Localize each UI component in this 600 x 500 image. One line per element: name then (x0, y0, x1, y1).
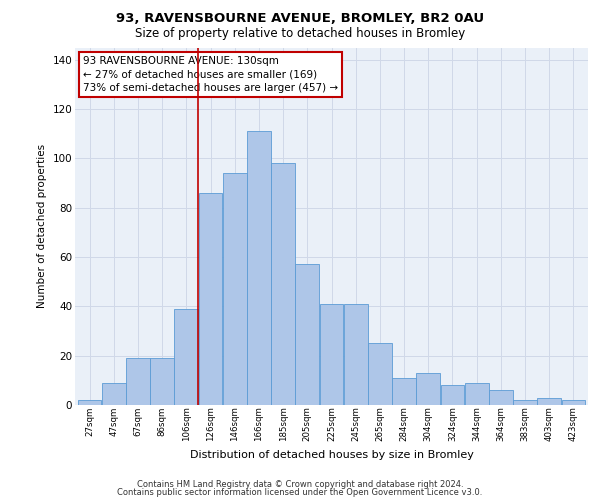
Text: 93 RAVENSBOURNE AVENUE: 130sqm
← 27% of detached houses are smaller (169)
73% of: 93 RAVENSBOURNE AVENUE: 130sqm ← 27% of … (83, 56, 338, 93)
Text: Size of property relative to detached houses in Bromley: Size of property relative to detached ho… (135, 28, 465, 40)
Bar (368, 344, 392, 405)
Bar (271, 164, 295, 405)
Bar (175, 309, 198, 405)
Bar (489, 390, 513, 405)
Bar (344, 304, 368, 405)
Text: Contains public sector information licensed under the Open Government Licence v3: Contains public sector information licen… (118, 488, 482, 497)
Bar (150, 358, 174, 405)
Bar (465, 383, 488, 405)
Y-axis label: Number of detached properties: Number of detached properties (37, 144, 47, 308)
Bar (295, 264, 319, 405)
Bar (538, 398, 561, 405)
Bar (392, 378, 416, 405)
Bar (102, 383, 125, 405)
Bar (513, 400, 537, 405)
Bar (440, 386, 464, 405)
Bar (416, 373, 440, 405)
Bar (247, 132, 271, 405)
Bar (126, 358, 150, 405)
Bar (223, 173, 247, 405)
Text: Contains HM Land Registry data © Crown copyright and database right 2024.: Contains HM Land Registry data © Crown c… (137, 480, 463, 489)
Bar (562, 400, 586, 405)
X-axis label: Distribution of detached houses by size in Bromley: Distribution of detached houses by size … (190, 450, 473, 460)
Bar (77, 400, 101, 405)
Bar (199, 193, 223, 405)
Bar (320, 304, 343, 405)
Text: 93, RAVENSBOURNE AVENUE, BROMLEY, BR2 0AU: 93, RAVENSBOURNE AVENUE, BROMLEY, BR2 0A… (116, 12, 484, 26)
